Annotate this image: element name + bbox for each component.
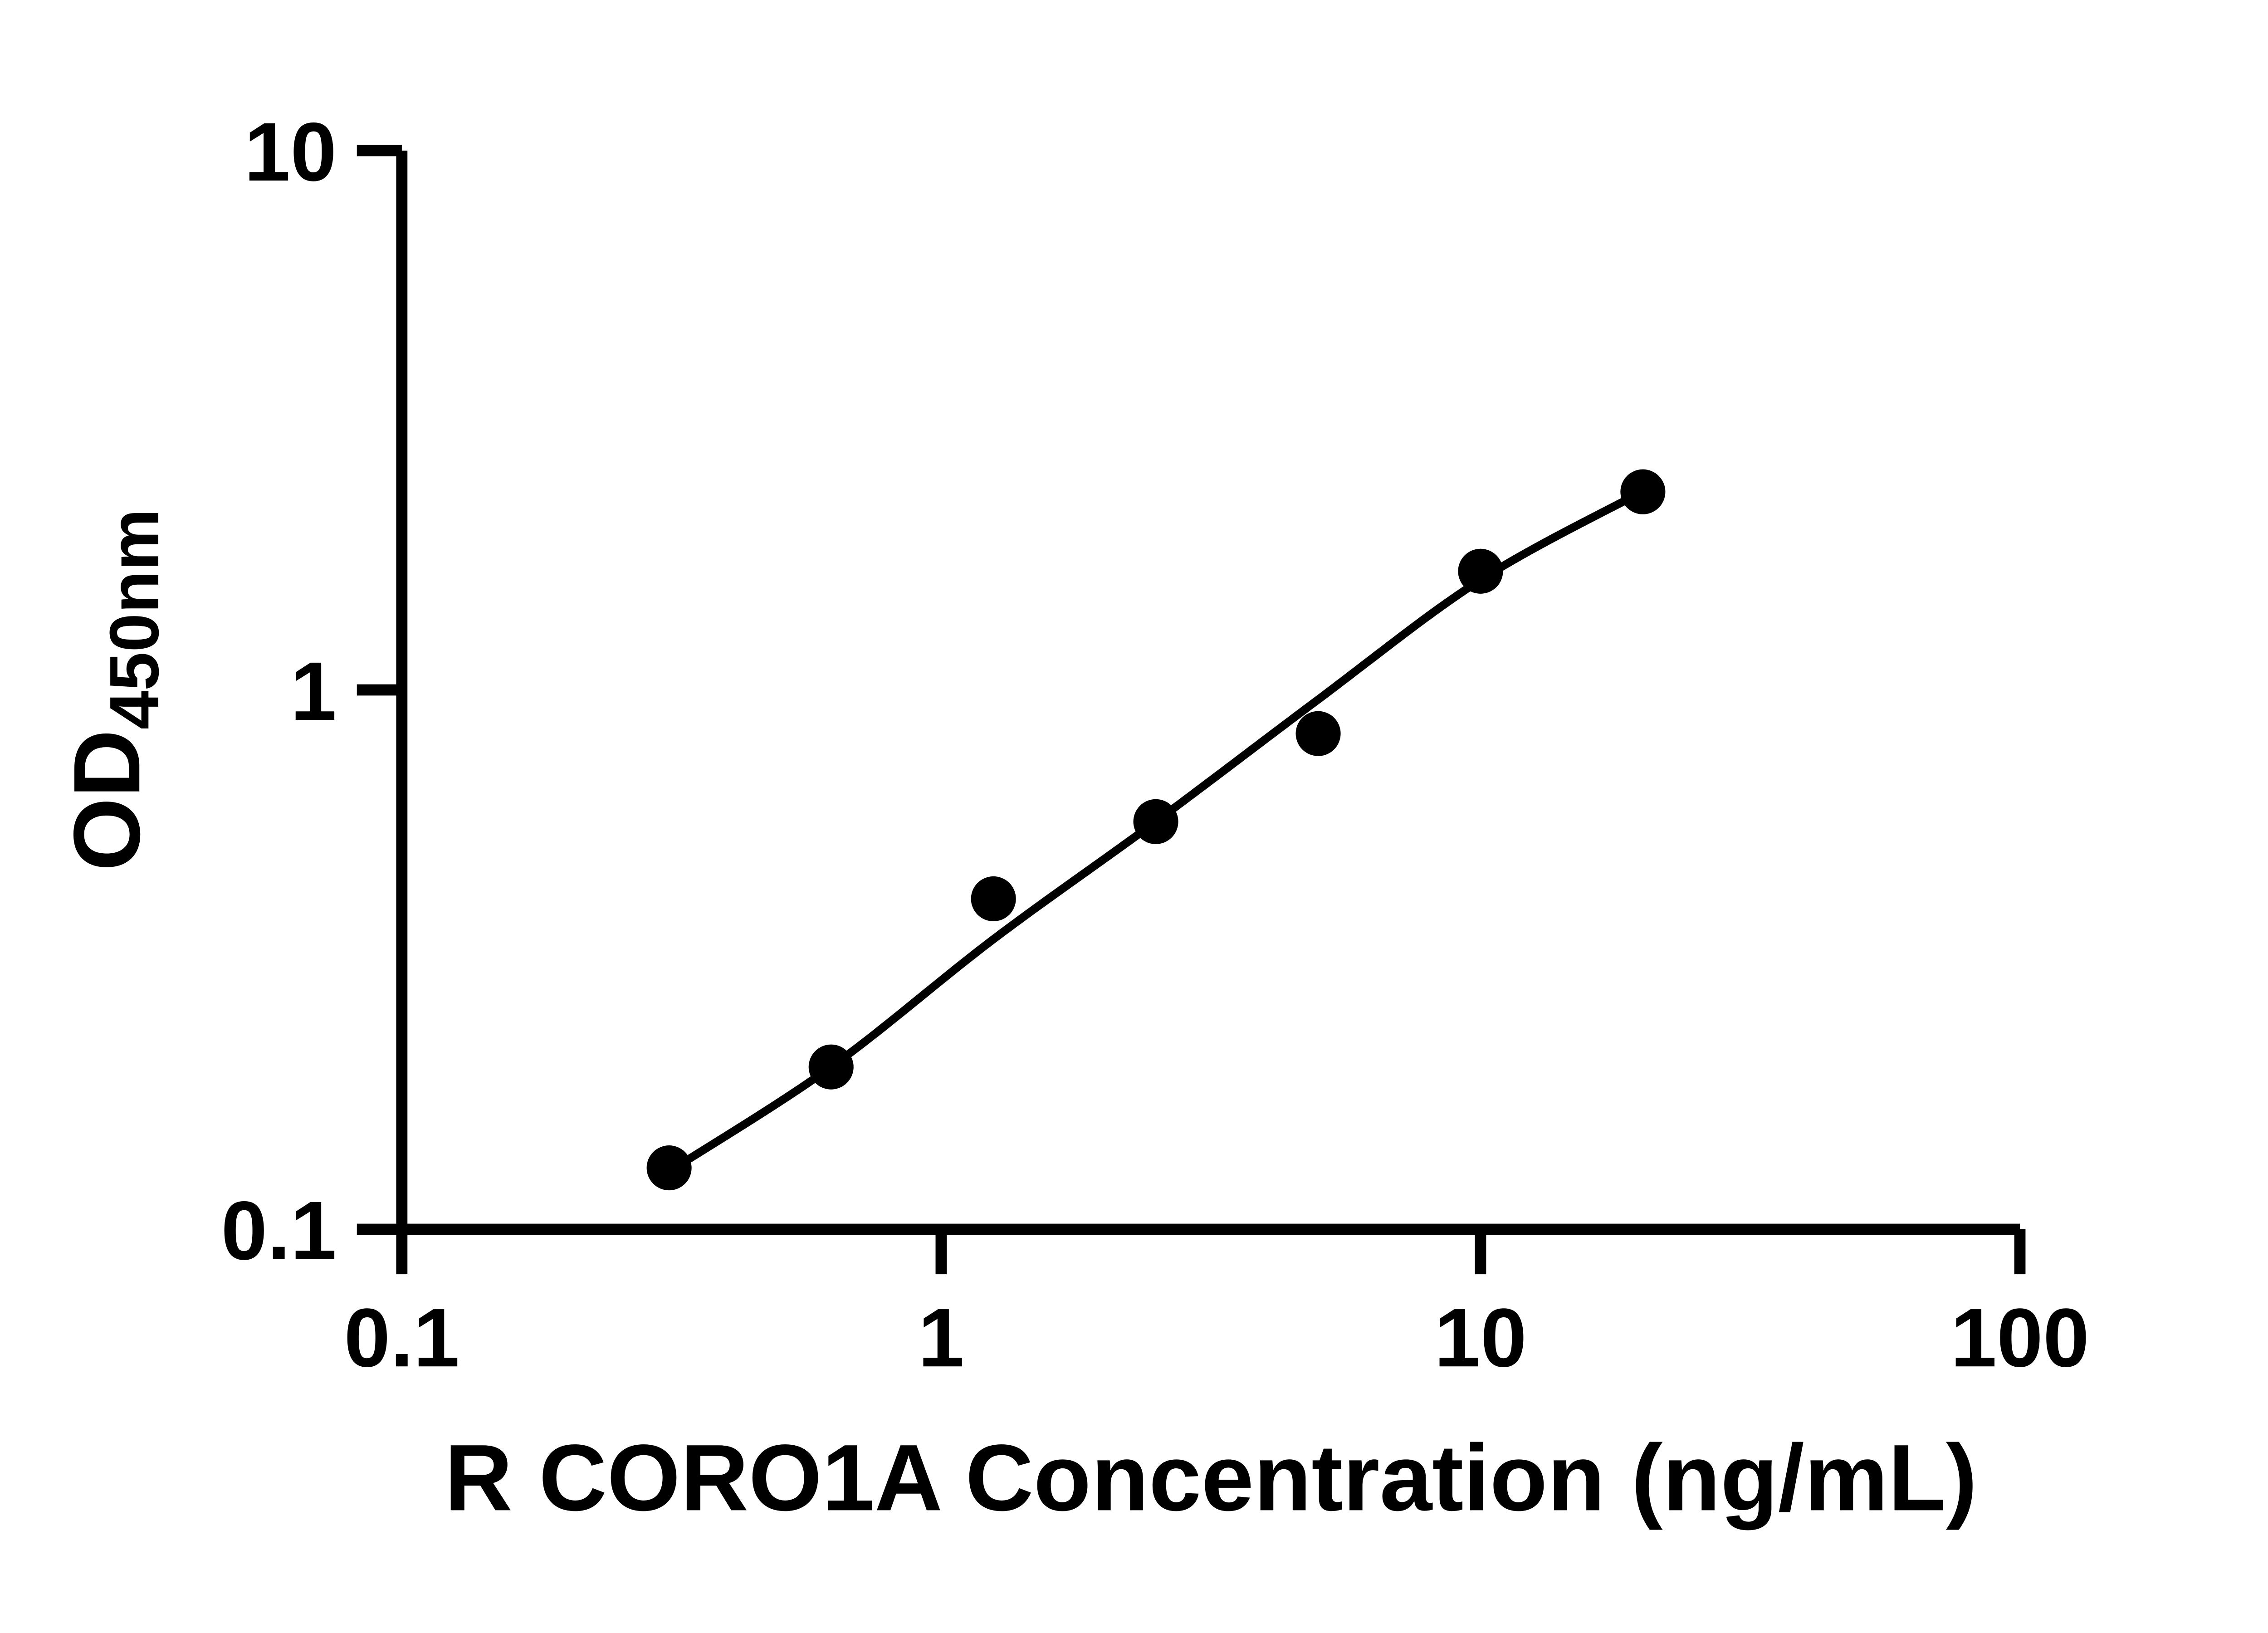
y-axis-title: OD450nm xyxy=(54,509,173,871)
y-tick-label: 0.1 xyxy=(221,1184,337,1277)
axis-tick-labels: 0.1 1 10 0.1 1 10 100 xyxy=(221,105,2089,1384)
x-tick-label: 100 xyxy=(1950,1291,2089,1384)
x-tick-label: 10 xyxy=(1434,1291,1527,1384)
data-point xyxy=(646,1145,692,1191)
data-point xyxy=(808,1044,854,1090)
axis-titles: R CORO1A Concentration (ng/mL) OD450nm xyxy=(54,509,1977,1531)
y-axis-title-main: OD xyxy=(54,729,160,871)
y-tick-label: 10 xyxy=(244,105,337,198)
data-point xyxy=(1620,469,1666,514)
x-axis-title: R CORO1A Concentration (ng/mL) xyxy=(445,1425,1977,1530)
data-point xyxy=(971,876,1016,922)
axis-ticks xyxy=(357,145,2026,1275)
y-axis-title-subscript: 450nm xyxy=(95,509,173,730)
data-point xyxy=(1458,548,1503,594)
data-point xyxy=(1295,711,1341,756)
y-tick-label: 1 xyxy=(290,645,337,738)
data-point xyxy=(1133,799,1178,844)
data-points xyxy=(646,469,1666,1191)
x-tick-label: 0.1 xyxy=(344,1291,459,1384)
x-tick-label: 1 xyxy=(918,1291,964,1384)
